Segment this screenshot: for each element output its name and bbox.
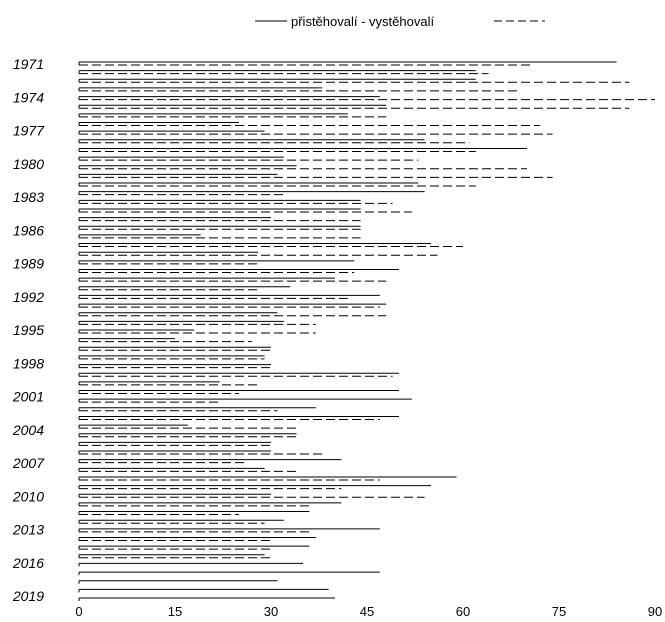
year-tick-label: 2007 bbox=[12, 455, 45, 471]
legend-text: přistěhovalí - vystěhovalí bbox=[291, 14, 434, 29]
year-tick-label: 1971 bbox=[13, 56, 44, 72]
year-tick-label: 1980 bbox=[13, 156, 44, 172]
year-tick-label: 1992 bbox=[13, 289, 44, 305]
x-tick-label: 15 bbox=[168, 604, 182, 619]
chart-legend: přistěhovalí - vystěhovalí bbox=[255, 14, 545, 29]
year-tick-label: 1983 bbox=[13, 189, 44, 205]
year-tick-label: 2013 bbox=[12, 522, 44, 538]
year-tick-label: 1986 bbox=[13, 222, 44, 238]
year-tick-label: 2010 bbox=[12, 488, 44, 504]
year-tick-label: 2001 bbox=[12, 389, 44, 405]
year-tick-label: 2004 bbox=[12, 422, 44, 438]
year-tick-label: 1989 bbox=[13, 256, 44, 272]
legend-solid-label: přistěhovalí bbox=[291, 14, 358, 29]
x-tick-label: 0 bbox=[75, 604, 82, 619]
x-tick-label: 90 bbox=[648, 604, 662, 619]
year-tick-label: 1974 bbox=[13, 89, 44, 105]
x-tick-labels-group: 0 15 30 45 60 75 90 bbox=[75, 604, 662, 619]
x-tick-label: 60 bbox=[456, 604, 470, 619]
year-tick-label: 1995 bbox=[13, 322, 44, 338]
legend-separator: - bbox=[357, 14, 369, 29]
year-tick-label: 2019 bbox=[12, 588, 44, 604]
x-tick-label: 75 bbox=[552, 604, 566, 619]
year-tick-label: 1977 bbox=[13, 123, 45, 139]
year-tick-label: 1998 bbox=[13, 355, 44, 371]
bars-group bbox=[78, 61, 655, 601]
year-labels-group: 1971 1974 1977 1980 1983 1986 1989 1992 1995 1998… bbox=[12, 56, 45, 604]
legend-dashed-label: vystěhovalí bbox=[369, 14, 434, 29]
year-tick-label: 2016 bbox=[12, 555, 44, 571]
x-tick-label: 30 bbox=[264, 604, 278, 619]
x-tick-label: 45 bbox=[360, 604, 374, 619]
